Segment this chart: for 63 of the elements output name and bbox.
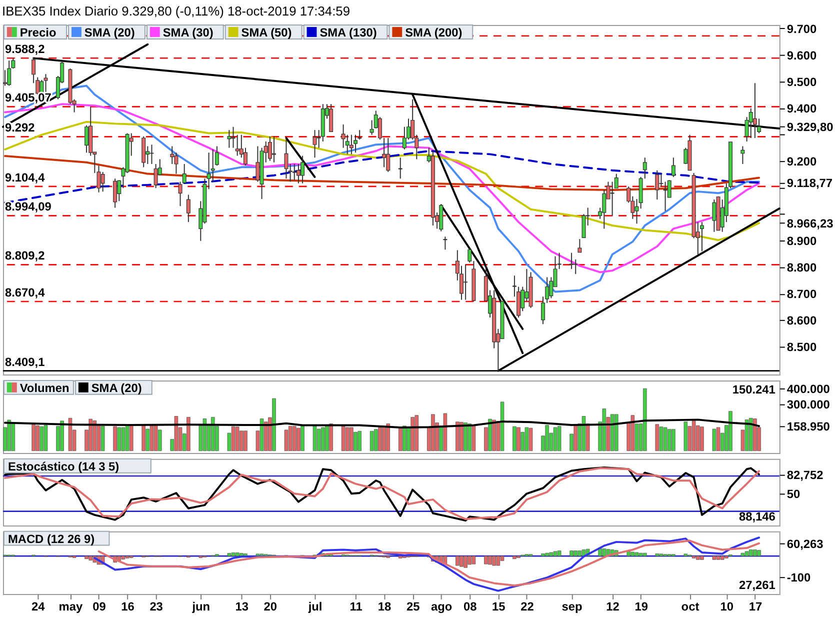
y-tick-label: 300.000	[786, 398, 830, 412]
annotation: 27,261	[739, 578, 776, 592]
y-tick-label: 9.200	[786, 154, 818, 169]
y-tick-label: 8.966,23	[786, 216, 834, 231]
legend-label: SMA (20)	[91, 380, 142, 395]
x-tick-label: 24	[31, 599, 46, 614]
x-tick-label: oct	[681, 599, 700, 614]
x-tick-label: 18	[378, 599, 392, 614]
ref-line-label: 8.670,4	[4, 286, 46, 300]
y-tick-label: 9.400	[786, 102, 818, 116]
y-tick-label: 8.700	[786, 287, 818, 302]
legend-label: Volumen	[20, 380, 70, 395]
y-tick-label: 60,263	[786, 536, 824, 551]
x-tick-label: 13	[235, 599, 249, 614]
x-tick-label: 09	[92, 599, 106, 614]
ref-line-label: 8.994,09	[4, 200, 52, 214]
chart-title: MACD (12 26 9)	[8, 532, 95, 546]
chart-title: IBEX35 Index Diario 9.329,80 (-0,11%) 18-oct-2019 17:34:59	[2, 4, 350, 19]
legend-label: SMA (20)	[84, 25, 135, 40]
x-tick-label: 25	[406, 599, 420, 614]
x-tick-label: 19	[634, 599, 648, 614]
ref-line-label: 9.292	[4, 120, 36, 135]
y-tick-label: 8.800	[786, 260, 818, 275]
x-tick-label: 10	[720, 599, 734, 614]
legend-label: SMA (200)	[405, 25, 462, 40]
y-tick-label: 9.500	[786, 74, 818, 89]
y-tick-label: 82,752	[786, 468, 824, 482]
annotation: 88,146	[739, 509, 776, 524]
y-tick-label: 8.500	[786, 340, 818, 354]
x-tick-label: sep	[562, 599, 582, 614]
legend-label: SMA (30)	[162, 25, 214, 40]
x-tick-label: 20	[264, 599, 278, 614]
y-tick-label: 9.700	[786, 22, 818, 36]
x-tick-label: 12	[606, 599, 620, 614]
ref-line-label: 9.104,4	[4, 170, 46, 184]
x-tick-label: ago	[431, 599, 452, 614]
y-tick-label: 9.118,77	[786, 176, 833, 190]
x-tick-label: jul	[307, 599, 322, 614]
x-tick-label: 23	[150, 599, 164, 614]
y-tick-label: 9.329,80	[786, 120, 834, 134]
legend-label: SMA (50)	[241, 25, 292, 40]
y-tick-label: 50	[786, 487, 800, 502]
x-tick-label: may	[58, 599, 84, 614]
y-tick-label: 8.900	[786, 234, 818, 248]
chart-title: Estocástico (14 3 5)	[8, 459, 120, 474]
x-tick-label: 17	[748, 599, 762, 614]
x-tick-label: 11	[350, 599, 363, 614]
y-tick-label: 400.000	[786, 382, 830, 396]
y-tick-label: 8.600	[786, 314, 818, 328]
x-tick-label: 22	[520, 599, 534, 614]
ref-line-label: 9.588,2	[4, 42, 46, 56]
x-tick-label: 08	[464, 599, 478, 614]
x-tick-label: 16	[121, 599, 135, 614]
ref-line-label: 8.809,2	[4, 248, 46, 263]
y-tick-label: 158.950	[786, 420, 830, 434]
annotation: 150.241	[732, 382, 776, 396]
ref-line-label: 8.409,1	[4, 354, 46, 369]
x-tick-label: 15	[492, 599, 506, 614]
y-tick-label: 9.600	[786, 48, 818, 62]
y-tick-label: -100	[786, 570, 812, 585]
x-tick-label: jun	[191, 599, 210, 614]
legend-label: Precio	[20, 25, 56, 40]
legend-label: SMA (130)	[320, 25, 377, 40]
